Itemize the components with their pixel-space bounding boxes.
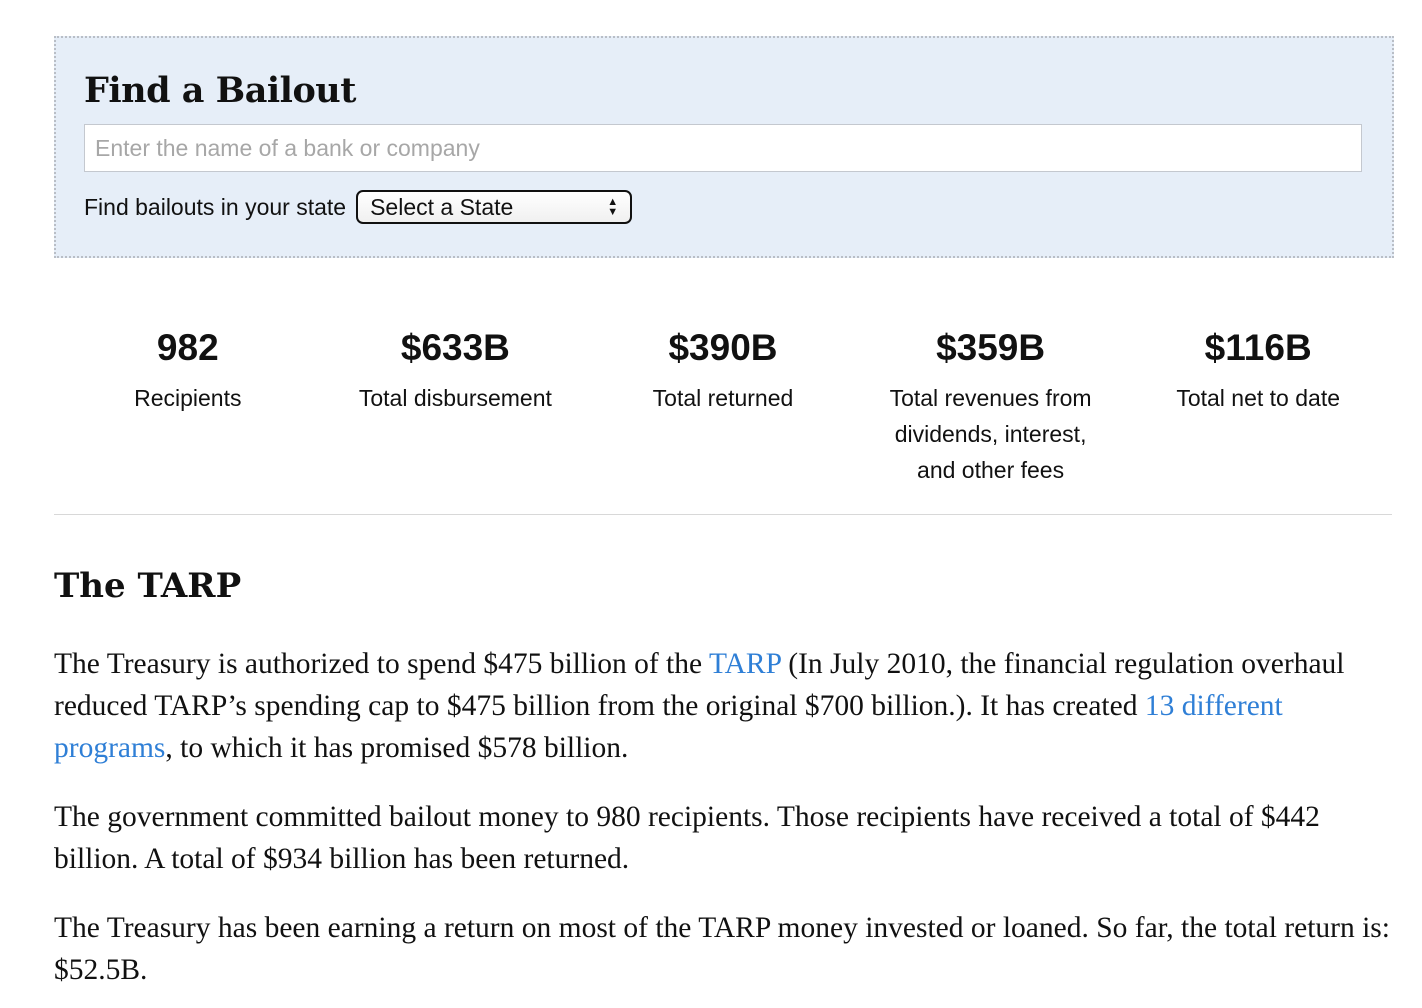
stat-value: 982 xyxy=(156,327,219,368)
stat-label: Total returned xyxy=(652,385,794,411)
find-bailout-panel: Find a Bailout Find bailouts in your sta… xyxy=(54,36,1394,258)
tarp-paragraph-2: The government committed bailout money t… xyxy=(54,801,1320,875)
stats-row: 982 Recipients $633B Total disbursement … xyxy=(54,322,1392,488)
select-arrows-icon: ▲ ▼ xyxy=(607,196,619,218)
company-search-input[interactable] xyxy=(84,124,1362,172)
stat-total-returned: $390B Total returned xyxy=(589,322,857,488)
stat-label: Total net to date xyxy=(1176,385,1341,411)
stat-total-disbursement: $633B Total disbursement xyxy=(322,322,590,488)
text: , to which it has promised $578 billion. xyxy=(165,732,629,764)
tarp-paragraph-3: The Treasury has been earning a return o… xyxy=(54,912,1390,986)
stat-label: Total revenues from dividends, interest,… xyxy=(889,385,1092,483)
text: (In July 2010, the financial regulation … xyxy=(54,648,1345,722)
divider xyxy=(54,514,1392,515)
stat-label: Recipients xyxy=(134,385,242,411)
tarp-title: The TARP xyxy=(54,566,242,606)
state-select[interactable]: Select a State ▲ ▼ xyxy=(356,190,633,224)
text: The Treasury is authorized to spend $475… xyxy=(54,648,709,680)
stat-total-net: $116B Total net to date xyxy=(1124,322,1392,488)
stat-recipients: 982 Recipients xyxy=(54,322,322,488)
stat-total-revenues: $359B Total revenues from dividends, int… xyxy=(857,322,1125,488)
stat-value: $359B xyxy=(936,327,1046,368)
programs-link[interactable]: 13 different programs xyxy=(54,690,1283,764)
tarp-paragraph-1: The Treasury is authorized to spend $475… xyxy=(54,643,1399,769)
tarp-link[interactable]: TARP xyxy=(708,648,781,680)
stat-value: $633B xyxy=(400,327,510,368)
state-select-value: Select a State xyxy=(370,193,514,220)
state-label: Find bailouts in your state xyxy=(84,193,347,220)
stat-label: Total disbursement xyxy=(358,385,552,411)
stat-value: $390B xyxy=(668,327,778,368)
state-row: Find bailouts in your state Select a Sta… xyxy=(84,190,633,224)
finder-title: Find a Bailout xyxy=(84,70,356,111)
stat-value: $116B xyxy=(1204,327,1312,368)
